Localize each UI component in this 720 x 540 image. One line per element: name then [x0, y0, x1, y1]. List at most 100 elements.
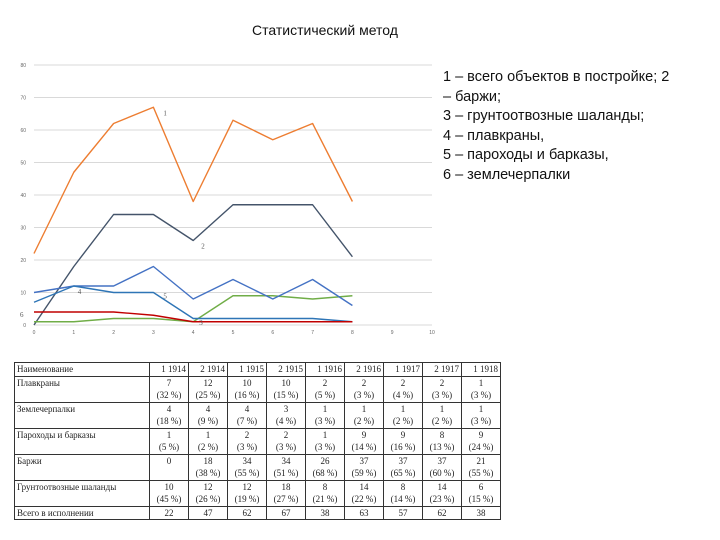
cell-value: 1	[400, 403, 406, 414]
cell-value: 2	[283, 429, 289, 440]
table-row: Плавкраны 7 (32 %) 12 (25 %) 10 (16 %) 10 (15 %)…	[14, 375, 501, 403]
cell-percent: (16 %)	[390, 442, 416, 452]
table-cell: 10 (45 %)	[149, 479, 189, 507]
cell-value: 37	[398, 455, 408, 466]
cell-value: 9	[478, 429, 484, 440]
chart-point-labels: 1 2 3 4 5 6	[20, 109, 205, 327]
cell-percent: (5 %)	[314, 390, 336, 400]
cell-percent: (15 %)	[273, 390, 299, 400]
cell-percent: (14 %)	[390, 494, 416, 504]
table-cell: 37 (60 %)	[422, 453, 462, 481]
legend-item: 4 – плавкраны,	[443, 127, 545, 144]
table-cell: 18 (38 %)	[188, 453, 228, 481]
table-cell: 12 (26 %)	[188, 479, 228, 507]
cell-percent: (23 %)	[429, 494, 455, 504]
cell-value: 1	[478, 377, 484, 388]
table-row: Всего в исполнении 22 47 62 67 38 63 57 62 38	[14, 505, 501, 520]
y-tick-label: 10	[20, 291, 26, 297]
cell-value: 1	[166, 429, 172, 440]
cell-value: 67	[281, 507, 291, 518]
cell-value: 37	[437, 455, 447, 466]
table-column-header: 1 1916	[305, 362, 345, 377]
table-cell: 3 (4 %)	[266, 401, 306, 429]
cell-percent: (5 %)	[158, 442, 180, 452]
table-cell: 8 (13 %)	[422, 427, 462, 455]
table-header-label: Наименование	[14, 362, 150, 377]
cell-percent: (38 %)	[195, 468, 221, 478]
cell-value: 38	[320, 507, 330, 518]
table-row: Баржи 0 18 (38 %) 34 (55 %) 34 (51 %) 26 (68 %) 37…	[14, 453, 501, 481]
table-cell: 8 (21 %)	[305, 479, 345, 507]
series-line-5	[33, 285, 353, 323]
y-tick-label: 70	[20, 96, 26, 102]
table-cell: 37 (65 %)	[383, 453, 423, 481]
cell-value: 9	[400, 429, 406, 440]
cell-percent: (68 %)	[312, 468, 338, 478]
point-label-6: 6	[20, 311, 24, 319]
cell-percent: (9 %)	[197, 416, 219, 426]
cell-value: 18	[203, 455, 213, 466]
table-cell: 1 (2 %)	[188, 427, 228, 455]
legend-item: 1 – всего объектов в постройке; 2	[443, 69, 670, 85]
table-cell: 2 (4 %)	[383, 375, 423, 403]
table-cell: 34 (51 %)	[266, 453, 306, 481]
page-title: Статистический метод	[252, 22, 398, 38]
cell-percent: (3 %)	[470, 390, 492, 400]
cell-percent: (26 %)	[195, 494, 221, 504]
table-cell: 1 (2 %)	[422, 401, 462, 429]
series-line-6	[34, 311, 353, 323]
point-label-5: 5	[163, 293, 167, 301]
table-cell: 2 (3 %)	[227, 427, 267, 455]
table-cell: 34 (55 %)	[227, 453, 267, 481]
table-cell: 1 (2 %)	[383, 401, 423, 429]
table-row: Грунтоотвозные шаланды 10 (45 %) 12 (26 %) 12…	[14, 479, 501, 507]
cell-value: 8	[400, 481, 406, 492]
legend-item: 3 – грунтоотвозные шаланды;	[443, 108, 645, 124]
cell-value: 3	[283, 403, 289, 414]
cell-value: 62	[437, 507, 447, 518]
table-cell: 2 (3 %)	[344, 375, 384, 403]
cell-value: 26	[320, 455, 330, 466]
x-tick-label: 6	[271, 330, 274, 336]
table-row: Пароходы и барказы 1 (5 %) 1 (2 %) 2 (3 %) 2 (3 …	[14, 427, 501, 455]
table-cell: 7 (32 %)	[149, 375, 189, 403]
cell-percent: (45 %)	[156, 494, 182, 504]
table-cell: 4 (18 %)	[149, 401, 189, 429]
table-cell: 12 (19 %)	[227, 479, 267, 507]
cell-value: 1	[322, 403, 328, 414]
table-row-label: Грунтоотвозные шаланды	[14, 479, 150, 507]
table-cell: 37 (59 %)	[344, 453, 384, 481]
table-cell: 9 (14 %)	[344, 427, 384, 455]
cell-percent: (18 %)	[156, 416, 182, 426]
table-cell: 14 (23 %)	[422, 479, 462, 507]
table-cell: 1 (3 %)	[461, 375, 501, 403]
table-cell: 0	[149, 453, 189, 481]
cell-percent: (3 %)	[431, 390, 453, 400]
cell-value: 2	[244, 429, 250, 440]
data-table: Наименование 1 1914 2 1914 1 1915 2 1915 1 1…	[14, 362, 501, 520]
table-cell: 62	[227, 505, 267, 520]
cell-value: 8	[439, 429, 445, 440]
table-cell: 2 (3 %)	[422, 375, 462, 403]
cell-percent: (32 %)	[156, 390, 182, 400]
cell-percent: (15 %)	[468, 494, 494, 504]
cell-percent: (16 %)	[234, 390, 260, 400]
cell-percent: (60 %)	[429, 468, 455, 478]
cell-percent: (3 %)	[275, 442, 297, 452]
cell-value: 62	[242, 507, 252, 518]
y-tick-label: 50	[20, 161, 26, 167]
y-tick-label: 0	[23, 323, 26, 329]
x-tick-label: 8	[351, 330, 354, 336]
x-tick-label: 7	[311, 330, 314, 336]
cell-percent: (3 %)	[314, 442, 336, 452]
table-column-header: 2 1915	[266, 362, 306, 377]
table-cell: 1 (5 %)	[149, 427, 189, 455]
table-row-label: Пароходы и барказы	[14, 427, 150, 455]
chart-series	[33, 106, 354, 326]
cell-percent: (65 %)	[390, 468, 416, 478]
table-cell: 1 (3 %)	[461, 401, 501, 429]
table-cell: 26 (68 %)	[305, 453, 345, 481]
cell-value: 1	[439, 403, 445, 414]
cell-percent: (22 %)	[351, 494, 377, 504]
